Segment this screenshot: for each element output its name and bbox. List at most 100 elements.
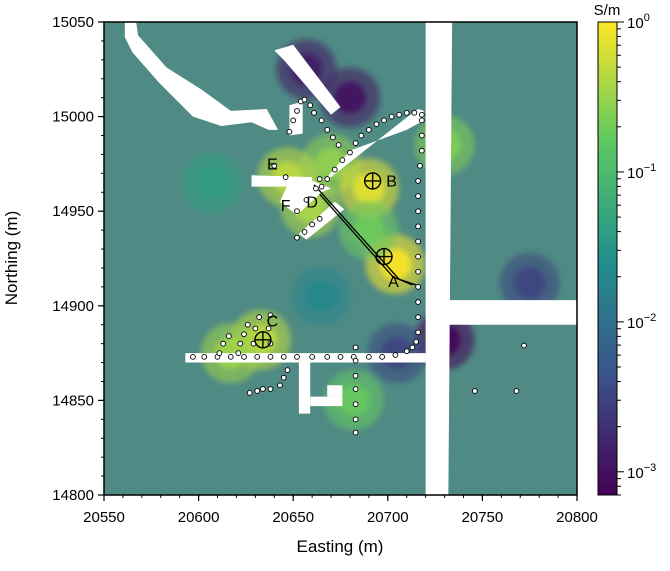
x-tick-label: 20700 xyxy=(367,509,409,526)
electrode xyxy=(301,96,308,103)
electrode xyxy=(417,162,423,169)
electrode xyxy=(352,372,359,379)
anomaly-core xyxy=(337,384,370,417)
electrode xyxy=(235,350,242,356)
electrode xyxy=(290,117,297,124)
electrode xyxy=(311,109,317,116)
electrode xyxy=(352,401,359,408)
electrode xyxy=(335,142,342,148)
electrode xyxy=(415,299,421,305)
electrode xyxy=(246,389,253,396)
line-layer xyxy=(313,184,417,286)
x-tick-label: 20750 xyxy=(462,509,504,526)
electrode xyxy=(220,340,227,347)
annotation-label-f: F xyxy=(281,198,291,215)
electrode xyxy=(352,386,359,392)
electrode xyxy=(330,134,336,141)
electrode xyxy=(316,176,323,182)
borehole-line xyxy=(319,193,417,286)
electrode xyxy=(415,238,421,245)
electrode xyxy=(294,234,300,241)
y-tick-label: 14900 xyxy=(52,298,94,315)
electrode xyxy=(280,354,287,360)
electrode xyxy=(419,111,425,118)
electrode xyxy=(316,215,323,222)
tunnel-mask xyxy=(440,300,577,325)
electrode xyxy=(318,117,325,124)
electrode xyxy=(324,126,331,133)
electrode xyxy=(294,208,300,215)
electrode xyxy=(201,354,208,360)
electrode xyxy=(265,325,272,332)
tunnel-mask xyxy=(298,362,311,414)
electrode xyxy=(260,386,266,392)
electrode xyxy=(388,113,395,120)
electrode xyxy=(337,354,344,360)
anomaly-core xyxy=(305,280,338,313)
electrode xyxy=(373,121,380,128)
electrode xyxy=(396,111,403,118)
tunnel-mask xyxy=(327,385,343,397)
electrode xyxy=(415,208,421,215)
y-tick-label: 14800 xyxy=(52,487,94,504)
annotation-label-e: E xyxy=(267,157,278,174)
electrode xyxy=(513,388,520,394)
electrode xyxy=(471,388,478,394)
electrode xyxy=(339,157,346,163)
annotation-label-c: C xyxy=(267,314,279,331)
tunnel-mask xyxy=(425,22,453,495)
electrode xyxy=(294,108,300,114)
mask-layer xyxy=(124,22,577,495)
electrode xyxy=(381,117,387,124)
plot-area: A B C D E F xyxy=(104,22,577,495)
electrode xyxy=(301,229,308,235)
colorbar-tick-label: 100 xyxy=(627,12,650,32)
electrode xyxy=(254,388,261,394)
electrode xyxy=(415,223,421,230)
tunnel-mask xyxy=(319,109,424,181)
electrode xyxy=(286,128,293,135)
electrode xyxy=(307,102,314,109)
electrode xyxy=(282,174,289,180)
tunnel-mask xyxy=(274,44,341,115)
x-axis: 20550 20600 20650 20700 20750 20800 xyxy=(83,495,598,526)
electrode xyxy=(309,354,315,360)
electrode xyxy=(226,333,232,339)
electrode xyxy=(303,196,310,203)
marker-layer xyxy=(254,172,393,349)
electrode xyxy=(415,253,421,260)
electrode xyxy=(280,374,287,381)
colorbar-tick-label: 10−3 xyxy=(627,462,656,482)
x-tick-label: 20800 xyxy=(556,509,598,526)
tunnel-mask xyxy=(124,22,279,130)
electrode xyxy=(294,354,300,360)
electrode xyxy=(403,348,410,355)
colorbar-tick-label: 10−2 xyxy=(627,312,656,332)
electrode xyxy=(271,162,278,169)
colorbar: S/m 100 10−1 10−2 10−3 xyxy=(594,2,656,496)
electrode xyxy=(415,193,421,199)
electrode xyxy=(358,132,365,139)
electrode xyxy=(403,109,410,116)
x-tick-label: 20650 xyxy=(272,509,314,526)
electrode xyxy=(190,354,196,360)
electrode xyxy=(331,166,338,173)
electrode xyxy=(413,338,420,345)
electrode xyxy=(277,382,283,389)
anomaly-core xyxy=(352,214,385,247)
electrode xyxy=(267,386,274,392)
electrode xyxy=(419,117,425,124)
y-axis: 14800 14850 14900 14950 15000 15050 xyxy=(52,14,104,504)
electrode xyxy=(227,354,234,360)
electrode xyxy=(241,331,247,338)
electrode xyxy=(352,357,359,364)
electrode xyxy=(244,321,251,328)
electrode xyxy=(216,350,223,356)
electrode xyxy=(324,354,331,360)
annotation-label-a: A xyxy=(388,274,399,291)
x-axis-label: Easting (m) xyxy=(297,537,384,556)
electrode xyxy=(521,342,527,349)
electrode xyxy=(411,109,418,116)
